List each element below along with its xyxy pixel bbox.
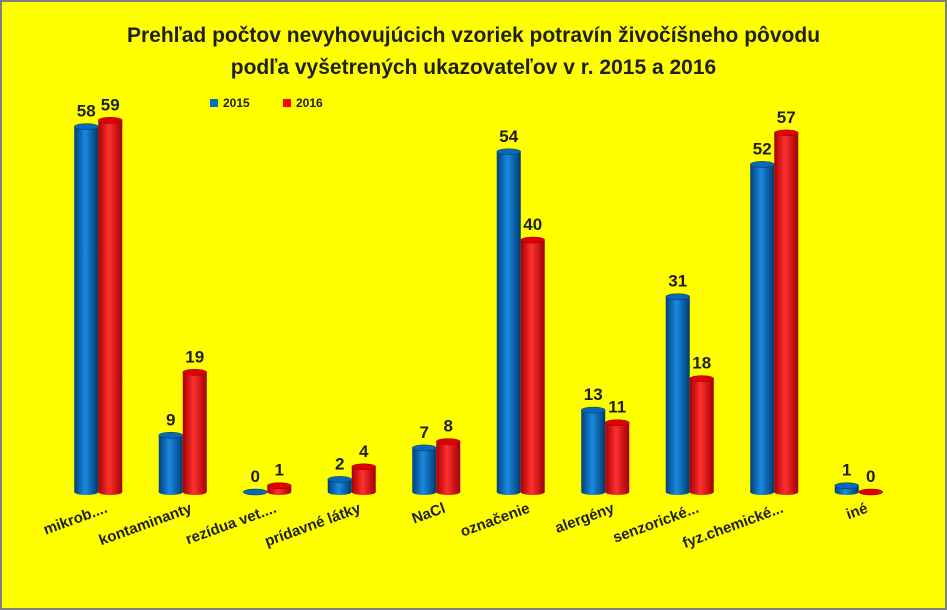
- data-label-2015-ozna-enie: 54: [499, 127, 518, 146]
- data-label-2015-rez-dua-vet: 0: [251, 467, 260, 486]
- data-label-2016-pr-davn-l-tky: 4: [359, 442, 369, 461]
- bar-2015-pr-davn-l-tky: [327, 476, 352, 495]
- data-label-2015-nacl: 7: [420, 423, 429, 442]
- data-label-2015-fyz-chemick: 52: [753, 139, 772, 158]
- bar-2015-fyz-chemick: [750, 161, 775, 495]
- bar-2016-kontaminanty: [182, 369, 207, 495]
- bar-2015-senzorick: [665, 293, 690, 495]
- data-label-2015-kontaminanty: 9: [166, 410, 175, 429]
- data-label-2016-mikrob: 59: [101, 95, 120, 114]
- data-label-2016-ozna-enie: 40: [523, 215, 542, 234]
- bar-2016-nacl: [436, 438, 461, 495]
- bar-2015-nacl: [412, 444, 437, 495]
- bar-2015-alerg-ny: [581, 406, 606, 495]
- data-label-2015-pr-davn-l-tky: 2: [335, 454, 344, 473]
- category-label-ozna-enie: označenie: [458, 500, 532, 541]
- legend-label-2015: 2015: [223, 96, 250, 110]
- bar-2016-pr-davn-l-tky: [351, 463, 376, 495]
- bar-2015-rez-dua-vet: [243, 488, 268, 496]
- legend-label-2016: 2016: [296, 96, 323, 110]
- data-label-2016-in: 0: [866, 467, 875, 486]
- data-label-2016-rez-dua-vet: 1: [275, 461, 284, 480]
- bar-2016-ozna-enie: [520, 236, 545, 495]
- data-label-2015-alerg-ny: 13: [584, 385, 603, 404]
- data-label-2015-in: 1: [842, 461, 851, 480]
- category-label-kontaminanty: kontaminanty: [97, 500, 195, 550]
- data-label-2016-fyz-chemick: 57: [777, 108, 796, 127]
- bar-2016-senzorick: [689, 375, 714, 495]
- bar-2015-mikrob: [74, 123, 99, 495]
- bar-2016-mikrob: [98, 117, 123, 495]
- bar-2016-in: [858, 488, 883, 496]
- chart-subtitle: podľa vyšetrených ukazovateľov v r. 2015…: [230, 56, 717, 79]
- chart-title: Prehľad počtov nevyhovujúcich vzoriek po…: [126, 24, 821, 47]
- bar-2016-rez-dua-vet: [267, 482, 292, 495]
- category-label-alerg-ny: alergény: [553, 500, 617, 537]
- bar-2015-kontaminanty: [158, 432, 183, 495]
- data-label-2016-nacl: 8: [444, 417, 453, 436]
- data-label-2016-kontaminanty: 19: [185, 347, 204, 366]
- bar-2015-ozna-enie: [496, 148, 521, 495]
- legend-swatch-2016: [283, 99, 291, 107]
- bar-2016-alerg-ny: [605, 419, 630, 495]
- legend-swatch-2015: [210, 99, 218, 107]
- data-label-2016-alerg-ny: 11: [608, 398, 626, 417]
- bar-2015-in: [834, 482, 859, 495]
- data-label-2015-mikrob: 58: [77, 102, 96, 121]
- category-label-pr-davn-l-tky: prídavné látky: [262, 500, 363, 551]
- category-label-in: iné: [844, 500, 870, 523]
- category-label-nacl: NaCl: [410, 500, 448, 528]
- legend-item-2016: 2016: [283, 96, 323, 110]
- bar-2016-fyz-chemick: [774, 129, 799, 495]
- data-label-2015-senzorick: 31: [668, 272, 687, 291]
- legend-item-2015: 2015: [210, 96, 250, 110]
- data-label-2016-senzorick: 18: [692, 354, 711, 373]
